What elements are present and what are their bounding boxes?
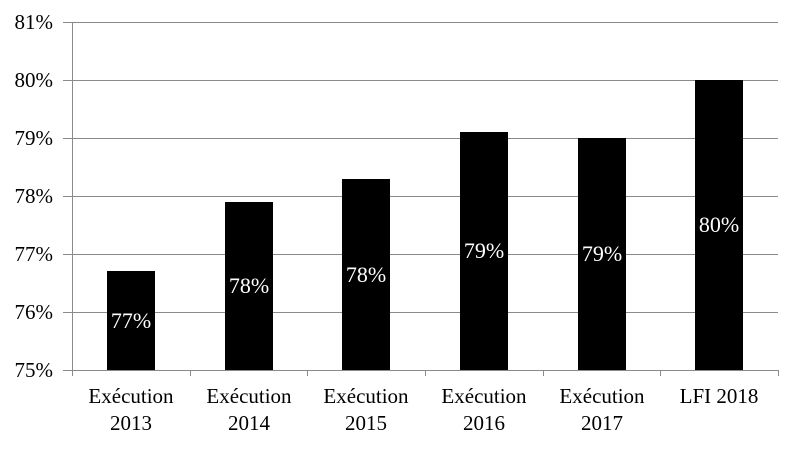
bar-value-label: 79% <box>463 238 505 263</box>
gridline <box>72 196 778 197</box>
bar <box>225 202 273 370</box>
y-axis-tick <box>63 22 72 23</box>
gridline <box>72 138 778 139</box>
y-tick-label: 75% <box>14 358 54 382</box>
gridline <box>72 22 778 23</box>
y-axis-tick <box>63 138 72 139</box>
bar-value-label: 78% <box>228 273 270 298</box>
y-tick-label: 76% <box>14 300 54 324</box>
y-tick-label: 79% <box>14 126 54 150</box>
bar-value-label: 80% <box>698 212 740 237</box>
y-axis-tick <box>63 312 72 313</box>
y-tick-label: 77% <box>14 242 54 266</box>
y-axis-tick <box>63 370 72 371</box>
bar <box>342 179 390 370</box>
x-axis-tick <box>778 370 779 376</box>
x-category-label: Exécution 2014 <box>206 384 292 435</box>
bar <box>460 132 508 370</box>
bar-value-label: 79% <box>581 241 623 266</box>
x-category-label: Exécution 2016 <box>441 384 527 435</box>
y-axis-line <box>72 22 73 376</box>
x-axis-tick <box>660 370 661 376</box>
x-category-label: Exécution 2013 <box>88 384 174 435</box>
bar-value-label: 78% <box>345 262 387 287</box>
plot-area: 75% 76% 77% 78% 79% 80% 81% 77% Exécution 2013 78… <box>15 10 779 435</box>
y-tick-label: 81% <box>14 10 54 34</box>
x-axis-tick <box>72 370 73 376</box>
gridline <box>72 312 778 313</box>
x-axis-tick <box>425 370 426 376</box>
y-tick-label: 80% <box>14 68 54 92</box>
bar-value-label: 77% <box>110 308 152 333</box>
bar <box>578 138 626 370</box>
y-axis-tick <box>63 196 72 197</box>
bar <box>695 80 743 370</box>
x-axis-tick <box>543 370 544 376</box>
x-category-label: Exécution 2017 <box>559 384 645 435</box>
gridline <box>72 80 778 81</box>
x-category-label: Exécution 2015 <box>323 384 409 435</box>
y-axis-tick <box>63 80 72 81</box>
x-axis-tick <box>307 370 308 376</box>
x-axis-tick <box>190 370 191 376</box>
x-category-label: LFI 2018 <box>679 384 759 408</box>
gridline <box>72 254 778 255</box>
bar <box>107 271 155 370</box>
y-tick-label: 78% <box>14 184 54 208</box>
y-axis-tick <box>63 254 72 255</box>
